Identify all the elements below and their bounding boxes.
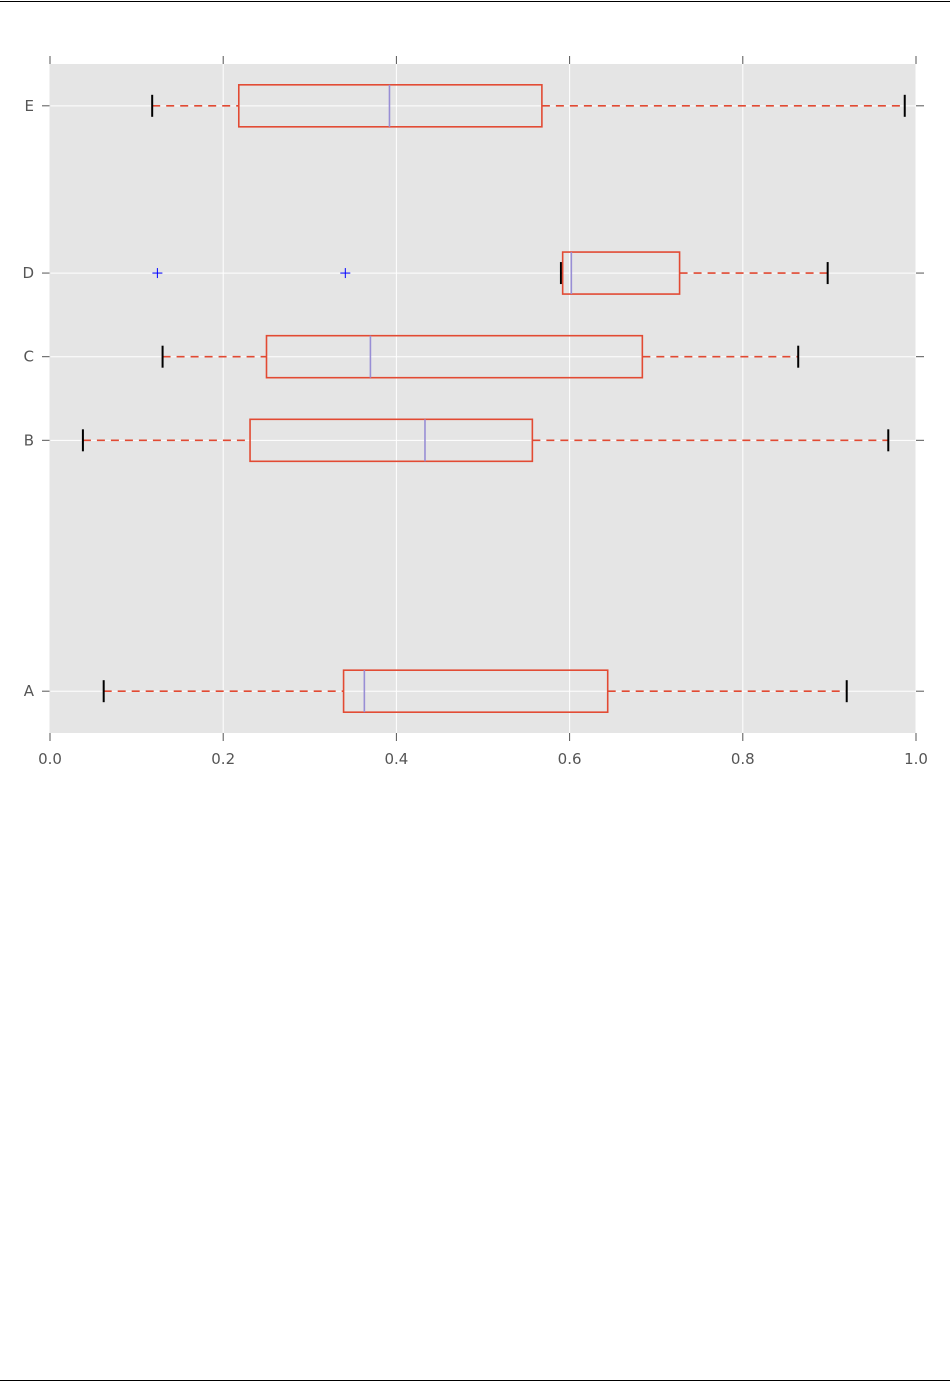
box-series [81,84,906,713]
box-D [152,251,829,295]
x-tick-label: 0.8 [731,750,755,768]
box-E [151,84,906,128]
iqr-box [561,251,681,295]
iqr-box [342,669,609,713]
iqr-box [237,84,543,128]
box-B [81,418,890,463]
boxplot-chart: 0.0 0.2 0.4 0.6 0.8 1.0 A B C D E [22,56,928,768]
top-rule [0,1,950,2]
y-tick-label-A: A [24,682,35,700]
axis-ticks [42,56,924,741]
y-tick-label-B: B [24,431,34,449]
box-A [102,669,848,713]
iqr-box [265,334,644,379]
x-tick-label: 0.4 [384,750,408,768]
bottom-rule [0,1380,950,1381]
plot-area [50,64,916,733]
y-tick-label-C: C [24,348,34,366]
y-tick-label-D: D [22,264,34,282]
x-tick-label: 0.0 [38,750,62,768]
y-tick-label-E: E [25,97,34,115]
box-C [161,334,800,379]
tick-labels: 0.0 0.2 0.4 0.6 0.8 1.0 A B C D E [22,97,927,768]
x-tick-label: 0.6 [558,750,582,768]
iqr-box [249,418,534,463]
x-tick-label: 1.0 [904,750,928,768]
x-tick-label: 0.2 [211,750,235,768]
